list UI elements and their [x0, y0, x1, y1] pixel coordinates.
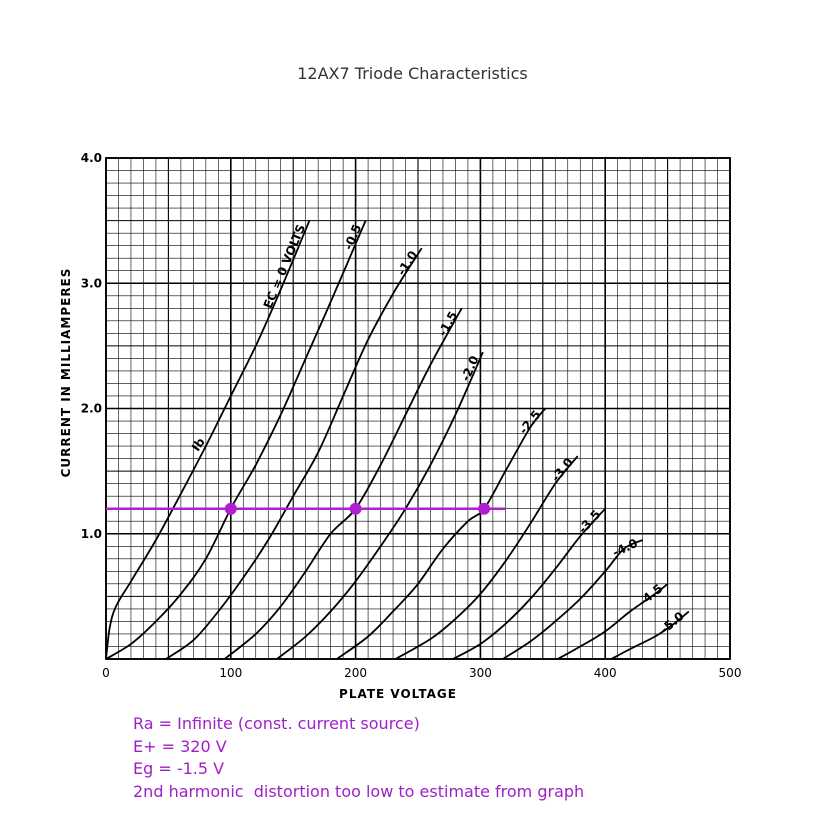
curve-label-1: -0.5 — [341, 222, 364, 252]
curve-8 — [502, 539, 643, 660]
curve-10 — [610, 610, 690, 660]
note-grid-bias: Eg = -1.5 V — [133, 759, 225, 778]
plot-frame — [105, 157, 731, 660]
y-tick-label: 3.0 — [81, 276, 102, 290]
curve-3 — [224, 307, 463, 660]
x-tick-label: 100 — [219, 666, 242, 680]
curve-label-10: -5.0 — [658, 609, 687, 637]
ib-label: Ib — [189, 435, 208, 454]
y-axis-label: CURRENT IN MILLIAMPERES — [59, 268, 73, 478]
curve-7 — [452, 508, 606, 660]
y-tick-label: 4.0 — [81, 151, 102, 165]
y-tick-label: 2.0 — [81, 402, 102, 416]
x-axis-label: PLATE VOLTAGE — [339, 687, 457, 700]
x-tick-label: 400 — [594, 666, 617, 680]
operating-point-2 — [478, 502, 491, 515]
notes-block: Ra = Infinite (const. current source) E+… — [133, 713, 584, 803]
x-tick-label: 500 — [719, 666, 742, 680]
curve-label-2: -1.0 — [394, 248, 420, 278]
chart-title: 12AX7 Triode Characteristics — [297, 64, 528, 83]
tube-characteristics-chart: 0 100 200 300 400 500 1.0 2.0 3.0 4.0 PLATE VOLTAG… — [59, 151, 742, 700]
curve-label-6: -3.0 — [549, 455, 576, 484]
curve-label-3: -1.5 — [435, 309, 460, 339]
load-line-group — [106, 502, 506, 515]
y-tick-label: 1.0 — [81, 527, 102, 541]
note-supply: E+ = 320 V — [133, 736, 227, 756]
curve-9 — [557, 583, 669, 660]
curve-0 — [105, 220, 311, 660]
operating-point-1 — [349, 502, 362, 515]
curve-label-9: -4.5 — [636, 581, 665, 608]
curve-2 — [165, 247, 423, 660]
note-distortion: 2nd harmonic distortion too low to estim… — [133, 781, 585, 801]
curve-1 — [105, 220, 367, 660]
curve-5 — [336, 407, 547, 660]
x-tick-label: 200 — [344, 666, 367, 680]
chart-axes — [105, 157, 731, 660]
x-tick-label: 300 — [469, 666, 492, 680]
note-ra: Ra = Infinite (const. current source) — [133, 714, 420, 733]
plate-curves — [105, 220, 690, 660]
chart-grid — [105, 157, 731, 660]
x-tick-label: 0 — [102, 666, 110, 680]
operating-point-0 — [224, 502, 237, 515]
curve-6 — [395, 455, 579, 660]
curve-label-0: EC = 0 VOLTS — [261, 222, 308, 310]
curve-label-8: -4.0 — [610, 536, 640, 560]
curve-4 — [276, 351, 484, 660]
curve-label-7: -3.5 — [575, 507, 603, 536]
curve-label-5: -2.5 — [516, 408, 543, 437]
